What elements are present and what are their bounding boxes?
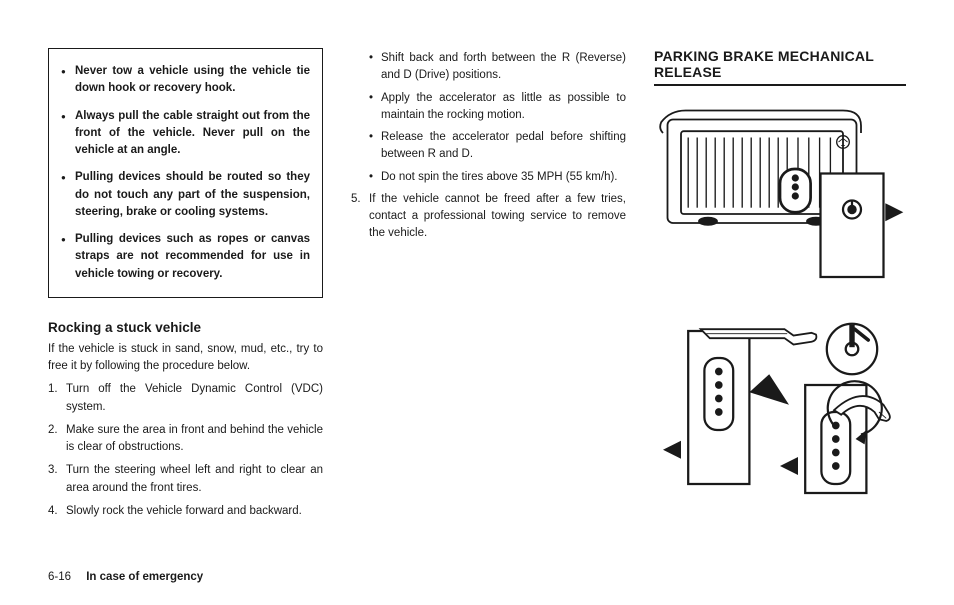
sub-item: Do not spin the tires above 35 MPH (55 k… <box>369 169 626 186</box>
column-3: PARKING BRAKE MECHANICAL RELEASE <box>654 48 906 543</box>
page-content: Never tow a vehicle using the vehicle ti… <box>48 48 906 543</box>
step-item: Turn the steering wheel left and right t… <box>48 462 323 497</box>
warning-list: Never tow a vehicle using the vehicle ti… <box>61 63 310 283</box>
rocking-heading: Rocking a stuck vehicle <box>48 320 323 335</box>
warning-box: Never tow a vehicle using the vehicle ti… <box>48 48 323 298</box>
step-item: If the vehicle cannot be freed after a f… <box>351 191 626 243</box>
column-2: Shift back and forth between the R (Reve… <box>351 48 626 543</box>
section-header: PARKING BRAKE MECHANICAL RELEASE <box>654 48 906 86</box>
sub-item: Apply the accelerator as little as possi… <box>369 90 626 125</box>
diagram-container <box>654 96 906 512</box>
rocking-steps-part2: If the vehicle cannot be freed after a f… <box>351 191 626 249</box>
rocking-steps-part1: Turn off the Vehicle Dynamic Control (VD… <box>48 381 323 526</box>
step-item: Turn off the Vehicle Dynamic Control (VD… <box>48 381 323 416</box>
sub-item: Shift back and forth between the R (Reve… <box>369 50 626 85</box>
warning-item: Never tow a vehicle using the vehicle ti… <box>61 63 310 98</box>
footer-section: In case of emergency <box>86 571 203 583</box>
step4-sublist: Shift back and forth between the R (Reve… <box>351 50 626 191</box>
rocking-intro: If the vehicle is stuck in sand, snow, m… <box>48 341 323 376</box>
warning-item: Pulling devices should be routed so they… <box>61 169 310 221</box>
column-1: Never tow a vehicle using the vehicle ti… <box>48 48 323 543</box>
warning-item: Always pull the cable straight out from … <box>61 108 310 160</box>
diagram-bottom <box>654 312 906 512</box>
diagram-top <box>654 96 906 296</box>
warning-item: Pulling devices such as ropes or canvas … <box>61 231 310 283</box>
page-number: 6-16 <box>48 571 71 583</box>
step-item: Make sure the area in front and behind t… <box>48 422 323 457</box>
step-item: Slowly rock the vehicle forward and back… <box>48 503 323 520</box>
page-footer: 6-16 In case of emergency <box>48 571 203 583</box>
sub-item: Release the accelerator pedal before shi… <box>369 129 626 164</box>
